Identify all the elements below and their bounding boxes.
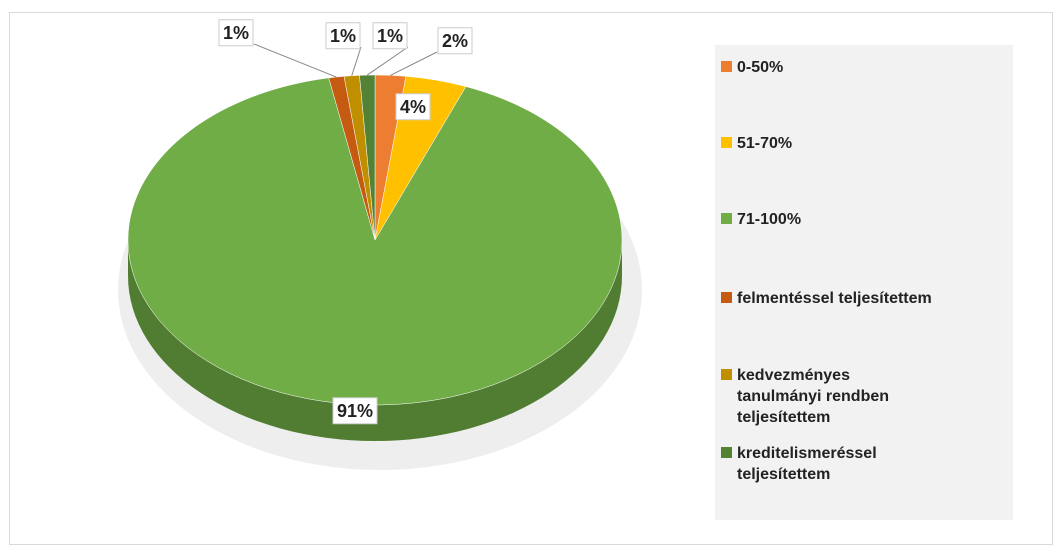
legend-label: felmentéssel teljesítettem (737, 290, 932, 307)
slice-side (128, 240, 622, 441)
chart-border (9, 12, 1053, 545)
legend-item: 71-100% (721, 209, 1006, 230)
data-label-box (325, 22, 361, 50)
legend-item: kedvezményes tanulmányi rendben teljesít… (721, 365, 1006, 428)
legend-swatch (721, 137, 732, 148)
data-label-box (437, 27, 473, 55)
data-label: 1% (223, 23, 249, 43)
data-label-box (218, 19, 254, 47)
legend-swatch (721, 61, 732, 72)
legend-swatch (721, 292, 732, 303)
data-label: 1% (330, 26, 356, 46)
data-label-box (395, 93, 431, 121)
leader-line (390, 51, 438, 76)
leader-line (253, 43, 337, 78)
data-label-box (332, 397, 378, 425)
legend-item: felmentéssel teljesítettem (721, 288, 1006, 309)
legend-swatch (721, 447, 732, 458)
legend-swatch (721, 213, 732, 224)
legend-label: 51-70% (737, 135, 793, 152)
leader-line (366, 46, 409, 76)
legend-label: kreditelismeréssel teljesítettem (737, 445, 877, 483)
legend-label: 71-100% (737, 211, 802, 228)
data-label-box (372, 22, 408, 50)
legend-label: kedvezményes tanulmányi rendben teljesít… (737, 367, 890, 426)
legend-item: 51-70% (721, 133, 1006, 154)
leader-line (351, 46, 362, 76)
legend-item: 0-50% (721, 57, 1006, 78)
legend-item: kreditelismeréssel teljesítettem (721, 443, 1006, 485)
legend-label: 0-50% (737, 59, 784, 76)
data-label: 2% (442, 31, 468, 51)
data-label: 4% (400, 97, 426, 117)
data-label: 91% (337, 401, 373, 421)
legend: 0-50% 51-70% 71-100% felmentéssel teljesíte… (715, 45, 1013, 520)
legend-swatch (721, 369, 732, 380)
data-label: 1% (377, 26, 403, 46)
